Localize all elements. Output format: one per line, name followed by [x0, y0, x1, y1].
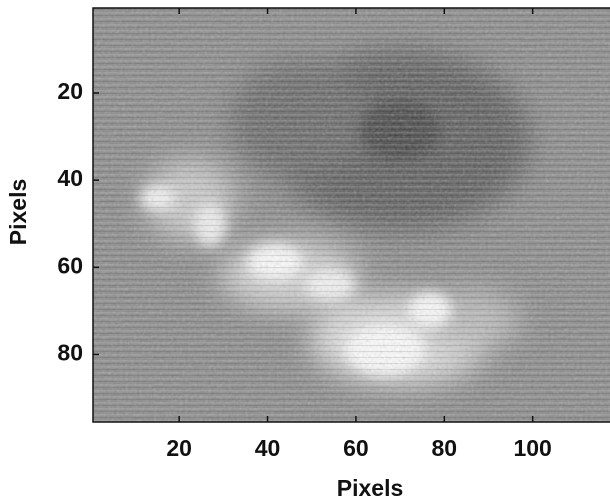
x-tick-label: 20: [166, 435, 192, 461]
y-tick-label: 20: [57, 78, 83, 104]
x-axis-label: Pixels: [337, 475, 404, 501]
x-tick-label: 40: [255, 435, 281, 461]
x-tick-label: 60: [343, 435, 369, 461]
y-axis-label: Pixels: [5, 179, 31, 246]
image: [93, 8, 610, 422]
x-tick-label: 100: [513, 435, 551, 461]
y-tick-label: 80: [57, 340, 83, 366]
y-tick-label: 60: [57, 252, 83, 278]
x-tick-label: 80: [431, 435, 457, 461]
y-tick-label: 40: [57, 165, 83, 191]
plot-frame: [92, 7, 610, 423]
